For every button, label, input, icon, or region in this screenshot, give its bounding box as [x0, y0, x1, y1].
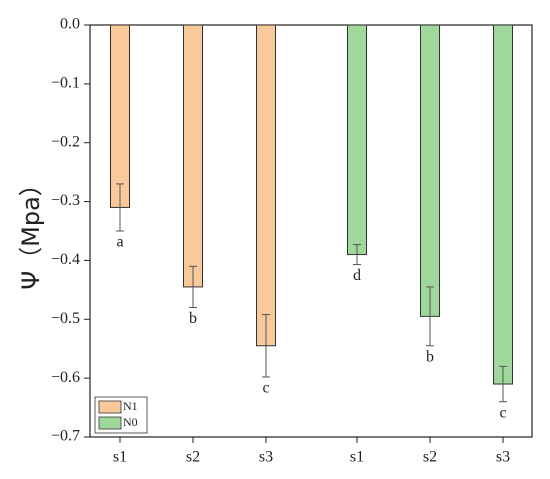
x-tick-label: s1 [350, 449, 364, 466]
annotation: c [499, 404, 506, 421]
y-tick-label: −0.4 [51, 251, 80, 268]
y-tick-label: −0.2 [51, 133, 80, 150]
y-tick-label: −0.6 [51, 369, 80, 386]
y-axis-label: Ψ（Mpa） [17, 172, 45, 290]
annotation: b [426, 348, 434, 365]
y-tick-label: −0.5 [51, 310, 80, 327]
y-tick-label: 0.0 [60, 16, 80, 33]
legend-label: N1 [123, 399, 138, 413]
annotation: a [116, 234, 123, 251]
x-tick-label: s1 [113, 449, 127, 466]
bar [183, 24, 203, 288]
y-tick-label: −0.1 [51, 75, 80, 92]
bar [256, 24, 276, 347]
bar [110, 24, 130, 208]
plot-frame [89, 24, 533, 438]
annotation: c [262, 380, 269, 397]
bar [493, 24, 513, 385]
bar [420, 24, 440, 317]
x-tick-label: s2 [186, 449, 200, 466]
y-tick-label: −0.3 [51, 192, 80, 209]
bar [347, 24, 367, 256]
annotation: b [189, 310, 197, 327]
legend-swatch [98, 416, 122, 430]
x-tick-label: s2 [423, 449, 437, 466]
legend-swatch [98, 400, 122, 414]
annotation: d [353, 267, 361, 284]
y-tick-label: −0.7 [51, 428, 80, 445]
x-tick-label: s3 [496, 449, 510, 466]
legend-label: N0 [123, 415, 138, 429]
x-tick-label: s3 [259, 449, 273, 466]
